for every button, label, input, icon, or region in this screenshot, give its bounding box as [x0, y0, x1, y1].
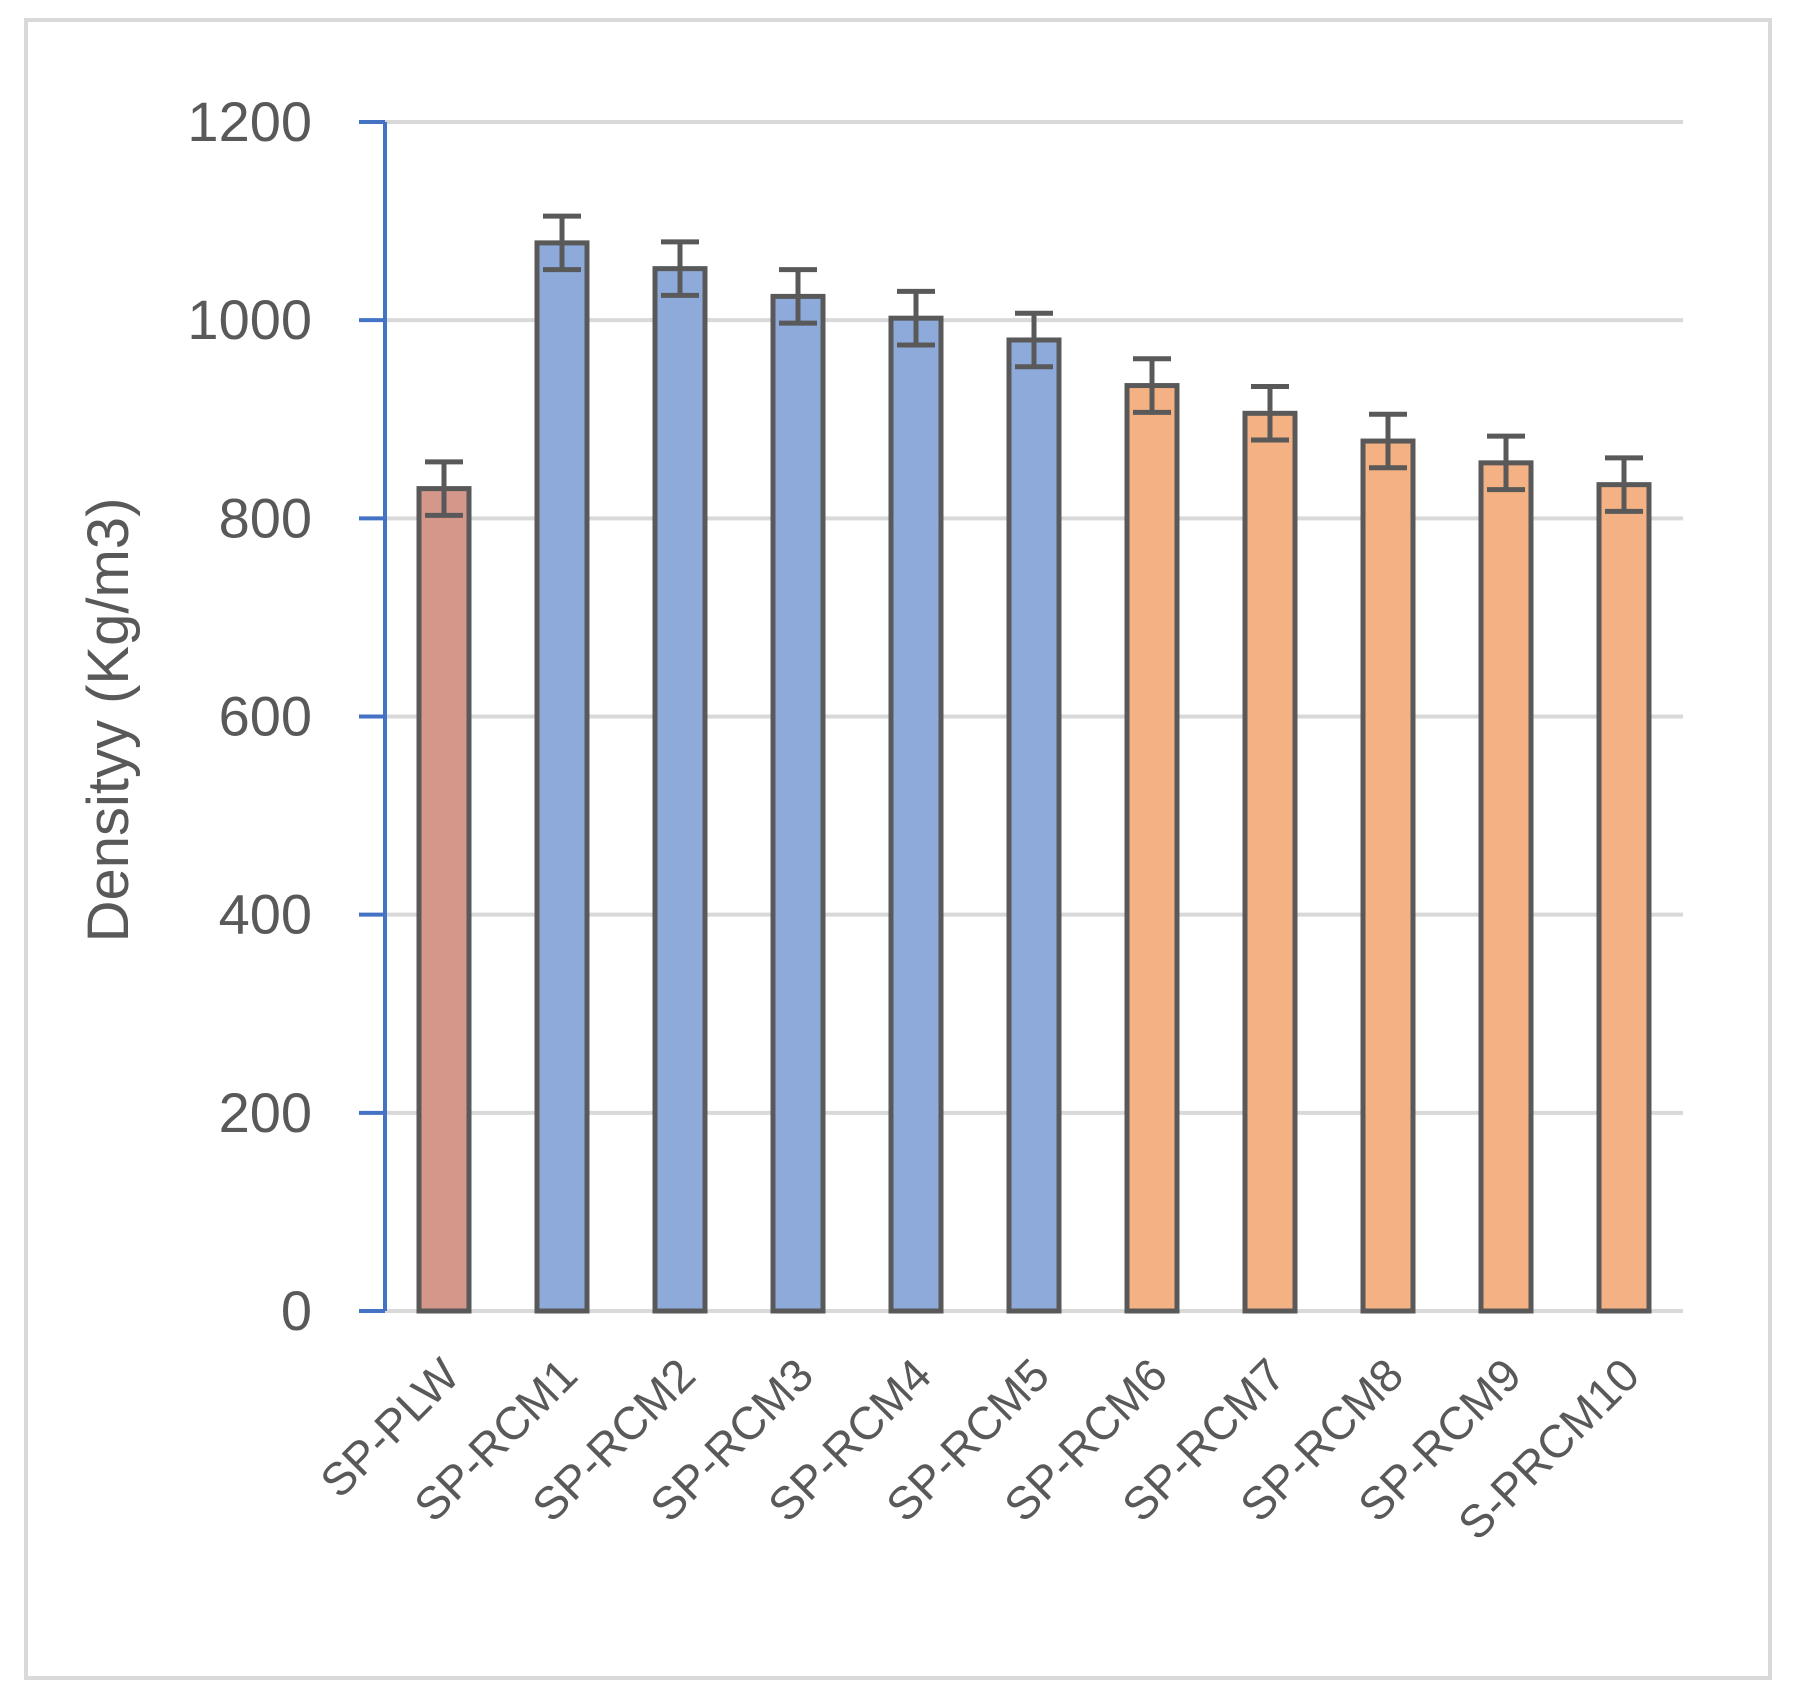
y-tick-label: 1200	[187, 90, 312, 153]
bar	[1596, 482, 1652, 1314]
bar	[1124, 383, 1180, 1314]
bar	[416, 486, 472, 1314]
bars	[416, 213, 1652, 1314]
y-tick-label: 0	[281, 1279, 312, 1342]
y-tick-label: 600	[219, 685, 312, 748]
y-tick-label: 800	[219, 486, 312, 549]
x-category-labels: SP-PLWSP-RCM1SP-RCM2SP-RCM3SP-RCM4SP-RCM…	[310, 1348, 1649, 1550]
bar	[770, 293, 826, 1314]
bar	[1006, 337, 1062, 1314]
y-tick-label: 200	[219, 1081, 312, 1144]
y-axis	[359, 120, 387, 1313]
y-tick-label: 400	[219, 883, 312, 946]
y-axis-title: Densityy (Kg/m3)	[76, 498, 141, 943]
y-tick-label: 1000	[187, 288, 312, 351]
bar	[1360, 438, 1416, 1314]
bar	[534, 240, 590, 1314]
bar	[1478, 460, 1534, 1314]
bar	[888, 315, 944, 1314]
y-tick-labels: 0 200 400 600 800 1000 1200	[187, 90, 312, 1342]
bar	[1242, 410, 1298, 1314]
bar	[652, 266, 708, 1314]
